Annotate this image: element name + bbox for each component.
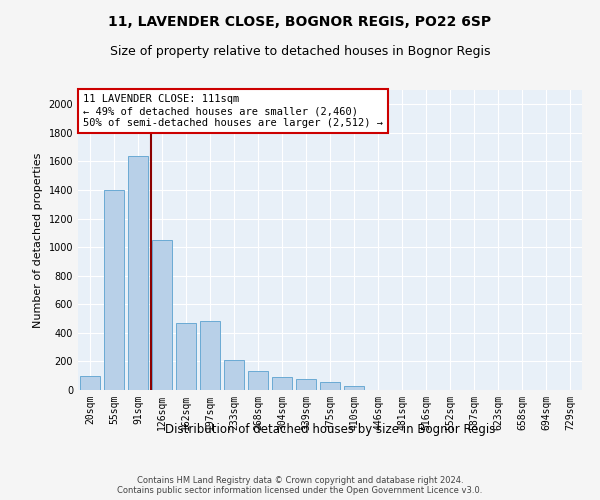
- Bar: [176, 323, 196, 390]
- Bar: [104, 190, 124, 390]
- Y-axis label: Number of detached properties: Number of detached properties: [33, 152, 43, 328]
- Bar: [344, 386, 364, 390]
- Text: Size of property relative to detached houses in Bognor Regis: Size of property relative to detached ho…: [110, 45, 490, 58]
- Bar: [152, 240, 172, 390]
- Bar: [296, 380, 316, 390]
- Bar: [128, 156, 148, 390]
- Text: Contains HM Land Registry data © Crown copyright and database right 2024.
Contai: Contains HM Land Registry data © Crown c…: [118, 476, 482, 495]
- Text: 11, LAVENDER CLOSE, BOGNOR REGIS, PO22 6SP: 11, LAVENDER CLOSE, BOGNOR REGIS, PO22 6…: [109, 15, 491, 29]
- Bar: [272, 377, 292, 390]
- Text: Distribution of detached houses by size in Bognor Regis: Distribution of detached houses by size …: [165, 422, 495, 436]
- Bar: [320, 382, 340, 390]
- Bar: [80, 376, 100, 390]
- Bar: [200, 322, 220, 390]
- Bar: [224, 360, 244, 390]
- Text: 11 LAVENDER CLOSE: 111sqm
← 49% of detached houses are smaller (2,460)
50% of se: 11 LAVENDER CLOSE: 111sqm ← 49% of detac…: [83, 94, 383, 128]
- Bar: [248, 372, 268, 390]
